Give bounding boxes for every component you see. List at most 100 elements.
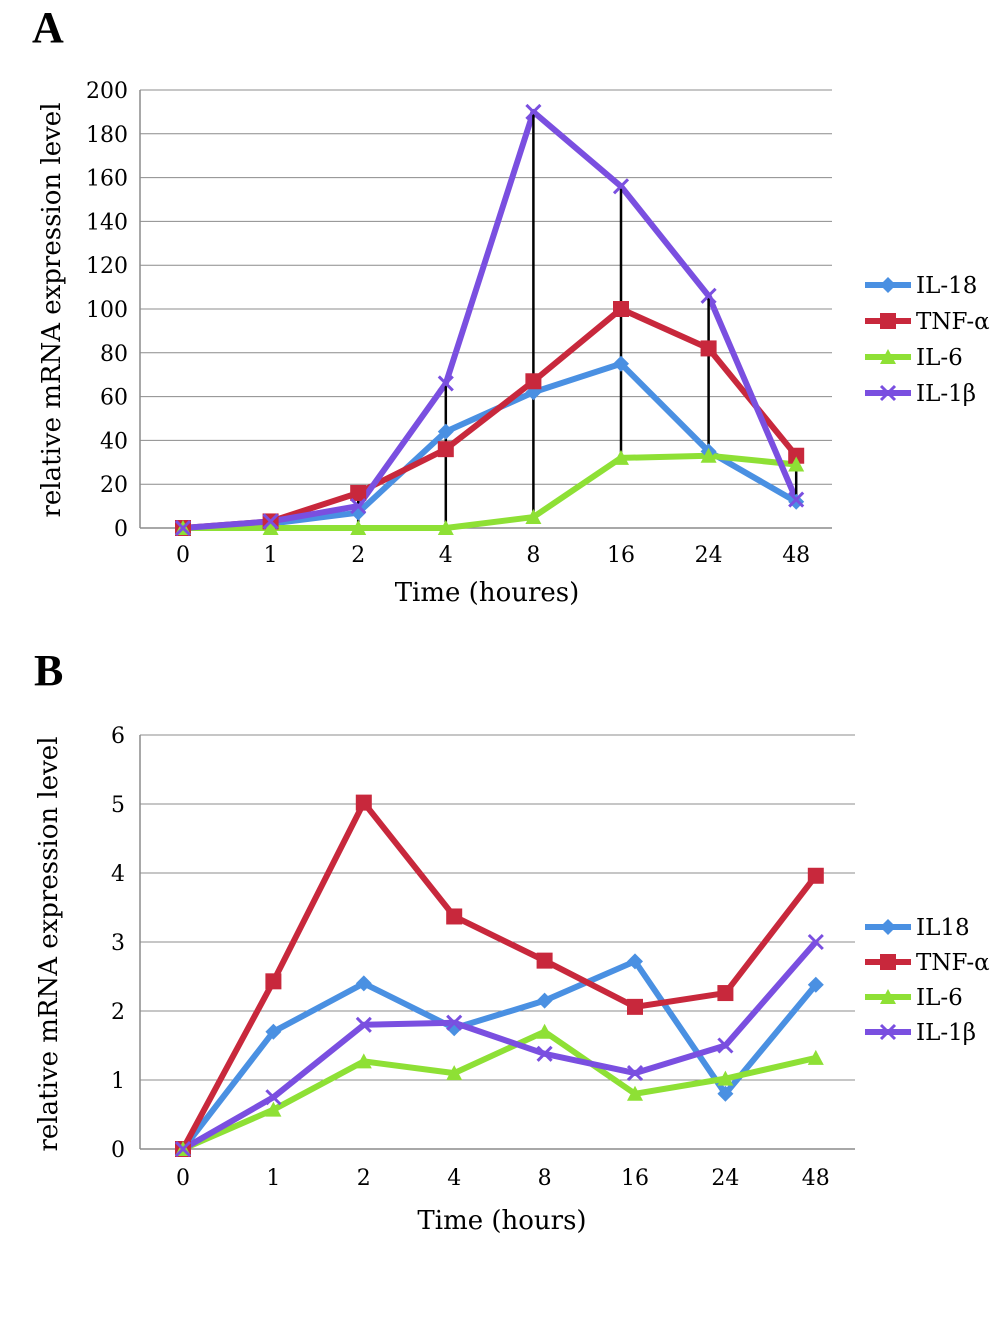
chart-a-series-line-il-1 bbox=[182, 108, 799, 531]
chart-b-x-tick-label: 4 bbox=[447, 1166, 461, 1191]
chart-a-marker-il-1 bbox=[612, 178, 630, 195]
chart-a-marker-il-6 bbox=[613, 449, 629, 465]
chart-a-marker-il-6 bbox=[700, 447, 717, 463]
chart-b-legend-entry-il-6: IL-6 bbox=[865, 985, 963, 1011]
chart-a-legend-label: TNF-α bbox=[916, 309, 990, 335]
chart-b-marker-il-1 bbox=[446, 1014, 463, 1031]
chart-b-marker-tnf bbox=[717, 985, 734, 1002]
chart-b-y-tick-label: 4 bbox=[111, 862, 125, 887]
chart-b-legend-label: TNF-α bbox=[916, 950, 990, 976]
chart-a-y-axis-title: relative mRNA expression level bbox=[37, 102, 67, 517]
chart-b-x-axis-title: Time (hours) bbox=[417, 1206, 586, 1236]
chart-b-marker-il-6 bbox=[536, 1023, 553, 1039]
chart-a-x-axis-title: Time (houres) bbox=[395, 578, 580, 608]
chart-b-x-tick-label: 24 bbox=[711, 1166, 739, 1191]
chart-a-series-line-il-6 bbox=[183, 452, 797, 531]
chart-a-marker-tnf bbox=[350, 484, 367, 501]
chart-a-marker-il-18 bbox=[437, 423, 454, 440]
chart-a-y-tick-label: 20 bbox=[100, 473, 128, 498]
chart-b-legend-entry-il18: IL18 bbox=[865, 915, 970, 941]
chart-a-legend-label: IL-6 bbox=[916, 345, 963, 371]
chart-b-marker-il-1 bbox=[174, 1140, 192, 1158]
chart-a-y-tick-label: 120 bbox=[86, 254, 128, 279]
chart-b-y-tick-label: 2 bbox=[111, 1000, 125, 1025]
chart-a-legend-entry-il-18: IL-18 bbox=[865, 273, 977, 299]
chart-b-marker-il-1 bbox=[265, 1089, 282, 1106]
chart-a-x-tick-label: 48 bbox=[782, 543, 810, 568]
chart-b-marker-il18 bbox=[627, 953, 643, 970]
chart-b-legend-marker bbox=[879, 1023, 897, 1041]
chart-a-x-tick-label: 8 bbox=[526, 543, 540, 568]
chart-a-marker-il-18 bbox=[613, 355, 629, 372]
chart-a-marker-tnf bbox=[525, 373, 542, 390]
chart-a-marker-tnf bbox=[437, 441, 454, 458]
chart-b-marker-tnf bbox=[536, 952, 553, 969]
chart-b-marker-il-6 bbox=[265, 1101, 282, 1117]
chart-b-legend-label: IL18 bbox=[916, 915, 970, 941]
chart-b-y-tick-label: 1 bbox=[111, 1069, 125, 1094]
chart-a-y-tick-label: 80 bbox=[100, 342, 128, 367]
chart-a-x-tick-label: 16 bbox=[607, 543, 635, 568]
chart-a-x-tick-label: 0 bbox=[176, 543, 190, 568]
chart-a-x-tick-label: 1 bbox=[264, 543, 278, 568]
chart-b-marker-il18 bbox=[717, 1085, 734, 1102]
chart-a-y-tick-label: 200 bbox=[86, 79, 128, 104]
chart-a-marker-il-1 bbox=[788, 491, 805, 508]
chart-a-legend-entry-il-6: IL-6 bbox=[865, 345, 963, 371]
chart-a-legend-label: IL-18 bbox=[916, 273, 977, 299]
chart-a-marker-il-18 bbox=[788, 493, 805, 510]
chart-a-marker-il-6 bbox=[437, 520, 454, 535]
chart-a-legend-entry-il-1: IL-1β bbox=[865, 381, 976, 407]
chart-b-x-tick-label: 0 bbox=[176, 1166, 190, 1191]
chart-a-x-tick-label: 2 bbox=[351, 543, 365, 568]
chart-b-marker-il-6 bbox=[717, 1070, 734, 1086]
chart-b-x-tick-label: 48 bbox=[802, 1166, 830, 1191]
chart-b-legend-marker bbox=[880, 954, 896, 970]
chart-b-x-tick-label: 1 bbox=[266, 1166, 280, 1191]
chart-b-marker-il-1 bbox=[355, 1016, 372, 1033]
chart-b-legend-marker bbox=[880, 989, 896, 1004]
chart-b-series-line-il18 bbox=[180, 958, 819, 1151]
chart-a-legend-entry-tnf: TNF-α bbox=[865, 309, 990, 335]
chart-a-x-tick-label: 24 bbox=[695, 543, 723, 568]
chart-a-legend-marker bbox=[880, 349, 896, 364]
chart-b-marker-il-1 bbox=[536, 1045, 553, 1062]
chart-a-legend-marker bbox=[880, 277, 896, 293]
chart-b-x-tick-label: 8 bbox=[538, 1166, 552, 1191]
chart-b-series-line-il-1 bbox=[181, 940, 819, 1152]
chart-a-y-tick-label: 180 bbox=[86, 123, 128, 148]
chart-a-y-tick-label: 160 bbox=[86, 167, 128, 192]
chart-b-y-tick-label: 3 bbox=[111, 931, 125, 956]
chart-b-legend-entry-tnf: TNF-α bbox=[865, 950, 990, 976]
chart-a-marker-tnf bbox=[788, 447, 805, 464]
chart-b-marker-tnf bbox=[355, 794, 372, 811]
chart-b-y-tick-label: 6 bbox=[111, 724, 125, 749]
chart-b-marker-il18 bbox=[355, 975, 372, 992]
chart-b-marker-il-1 bbox=[717, 1037, 734, 1054]
chart-b-marker-tnf bbox=[446, 908, 463, 925]
chart-b-marker-il-1 bbox=[626, 1065, 644, 1082]
chart-a-y-tick-label: 60 bbox=[100, 386, 128, 411]
chart-a-marker-il-1 bbox=[174, 519, 192, 537]
chart-a-y-tick-label: 100 bbox=[86, 298, 128, 323]
chart-b-marker-il18 bbox=[807, 976, 824, 993]
chart-a-x-tick-label: 4 bbox=[439, 543, 453, 568]
chart-b-x-tick-label: 2 bbox=[357, 1166, 371, 1191]
chart-a-y-tick-label: 140 bbox=[86, 210, 128, 235]
chart-a-y-tick-label: 0 bbox=[114, 517, 128, 542]
chart-a-marker-il-1 bbox=[262, 513, 279, 530]
chart-a-legend-marker bbox=[879, 384, 897, 402]
chart-b-legend-label: IL-6 bbox=[916, 985, 963, 1011]
chart-b-marker-il-6 bbox=[807, 1049, 824, 1065]
chart-b-y-tick-label: 5 bbox=[111, 793, 125, 818]
chart-b-marker-il-6 bbox=[355, 1053, 372, 1069]
chart-a-marker-tnf bbox=[700, 340, 717, 357]
chart-a-marker-il-1 bbox=[525, 103, 542, 120]
chart-b-x-tick-label: 16 bbox=[621, 1166, 649, 1191]
chart-a-marker-il-6 bbox=[788, 456, 805, 472]
chart-b-series-line-tnf bbox=[180, 799, 819, 1151]
chart-b-marker-tnf bbox=[265, 973, 282, 990]
chart-a-marker-il-6 bbox=[525, 509, 542, 525]
